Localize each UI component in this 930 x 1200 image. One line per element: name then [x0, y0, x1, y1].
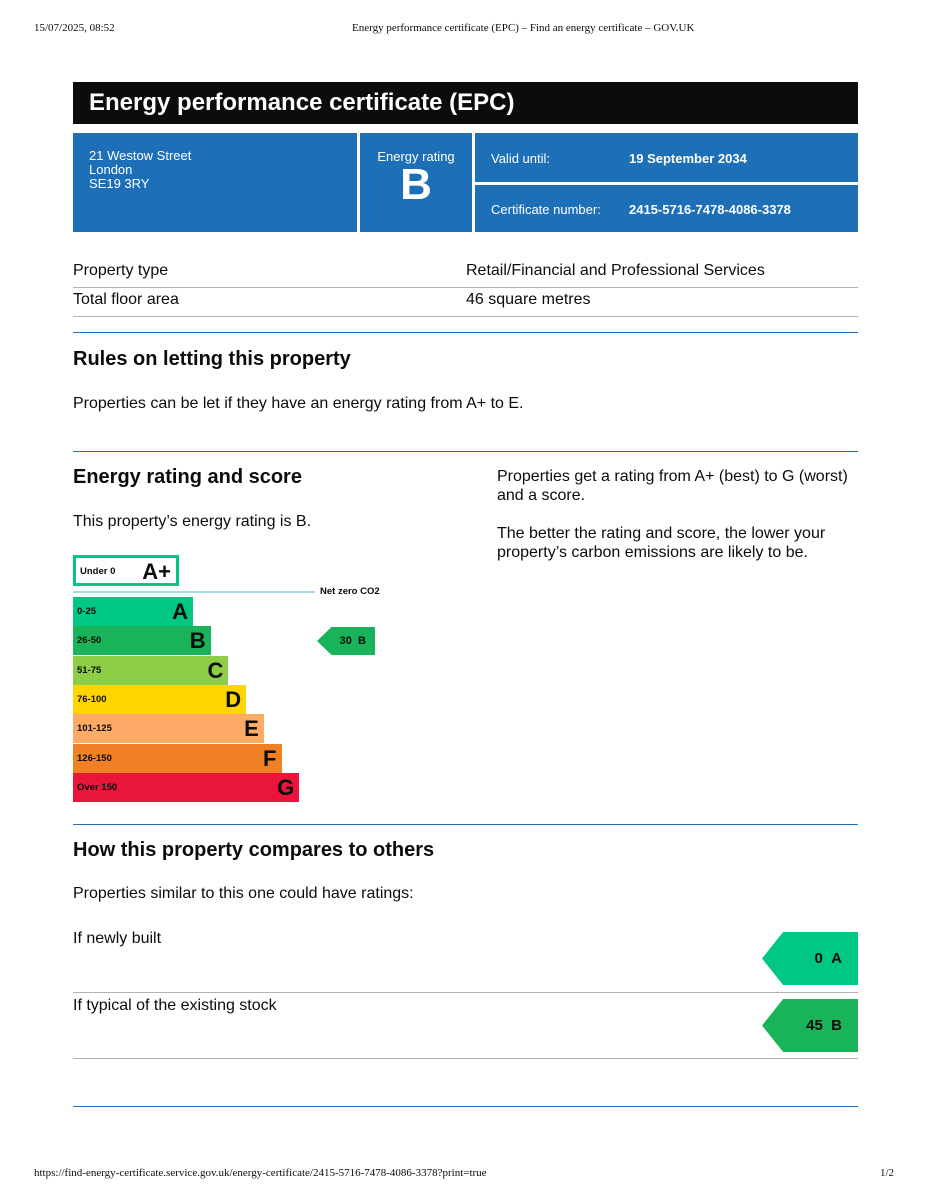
rules-text: Properties can be let if they have an en…: [73, 395, 524, 412]
score-info-1: Properties get a rating from A+ (best) t…: [497, 468, 848, 504]
score-text: This property’s energy rating is B.: [73, 513, 312, 530]
net-zero-line: [73, 591, 315, 593]
section-divider: [73, 332, 858, 333]
compare-letter: A: [831, 950, 842, 967]
band-d: 76-100 D: [73, 684, 247, 714]
print-page-title: Energy performance certificate (EPC) – F…: [352, 22, 695, 34]
band-letter: B: [189, 628, 206, 654]
band-g: Over 150 G: [73, 772, 300, 802]
compare-label: If typical of the existing stock: [73, 997, 277, 1014]
compare-row-typical: If typical of the existing stock 45 B: [73, 997, 858, 1059]
compare-arrow: 0 A: [762, 932, 858, 985]
certificate-number-label: Certificate number:: [491, 202, 601, 217]
band-range: 26-50: [77, 635, 102, 647]
current-rating-arrow: 30 B: [317, 627, 375, 655]
band-letter: A: [172, 599, 188, 624]
band-range: 0-25: [77, 606, 97, 617]
band-range: 101-125: [77, 723, 112, 735]
score-info-2: The better the rating and score, the low…: [497, 525, 826, 561]
band-range: Under 0: [80, 566, 116, 577]
band-a: 0-25 A: [73, 597, 193, 626]
property-type-row: Property type Retail/Financial and Profe…: [73, 262, 858, 288]
address-line-2: London: [89, 162, 133, 177]
band-b: 26-50 B: [73, 626, 211, 656]
address-line-1: 21 Westow Street: [89, 148, 192, 163]
band-range: 126-150: [77, 752, 112, 764]
band-c: 51-75 C: [73, 655, 229, 685]
compare-letter: B: [831, 1017, 842, 1034]
energy-rating-label: Energy rating: [377, 149, 455, 164]
certificate-number-value: 2415-5716-7478-4086-3378: [629, 202, 791, 217]
compare-label: If newly built: [73, 930, 162, 947]
floor-area-label: Total floor area: [73, 291, 179, 308]
compare-arrow: 45 B: [762, 999, 858, 1052]
property-type-label: Property type: [73, 262, 169, 279]
compare-score: 0: [814, 950, 823, 967]
rules-heading: Rules on letting this property: [73, 348, 351, 370]
floor-area-row: Total floor area 46 square metres: [73, 291, 858, 317]
net-zero-label: Net zero CO2: [320, 586, 380, 597]
section-divider: [73, 824, 858, 825]
current-letter: B: [358, 635, 366, 647]
band-letter: F: [263, 745, 277, 771]
section-divider: [73, 1106, 858, 1107]
floor-area-value: 46 square metres: [466, 291, 591, 308]
compare-score: 45: [806, 1017, 823, 1034]
valid-until-label: Valid until:: [491, 151, 551, 166]
band-letter: C: [207, 657, 224, 683]
band-letter: A+: [142, 559, 171, 584]
band-letter: E: [244, 716, 259, 742]
compare-heading: How this property compares to others: [73, 839, 435, 861]
score-heading: Energy rating and score: [73, 466, 302, 488]
band-a-plus: Under 0 A+: [73, 555, 179, 586]
energy-rating-box: Energy rating B: [360, 133, 472, 232]
property-type-value: Retail/Financial and Professional Servic…: [466, 262, 765, 279]
band-range: 51-75: [77, 664, 102, 676]
print-datetime: 15/07/2025, 08:52: [34, 22, 115, 34]
valid-until-row: Valid until: 19 September 2034: [475, 133, 858, 182]
band-f: 126-150 F: [73, 743, 282, 773]
section-divider: [73, 451, 858, 452]
band-letter: D: [225, 686, 242, 712]
valid-until-value: 19 September 2034: [629, 151, 747, 166]
band-e: 101-125 E: [73, 714, 264, 744]
compare-row-new: If newly built 0 A: [73, 930, 858, 993]
certificate-number-row: Certificate number: 2415-5716-7478-4086-…: [475, 185, 858, 232]
band-range: 76-100: [77, 693, 107, 705]
band-letter: G: [277, 774, 295, 800]
print-url: https://find-energy-certificate.service.…: [34, 1167, 487, 1179]
print-page-number: 1/2: [880, 1167, 895, 1179]
address-box: 21 Westow Street London SE19 3RY: [73, 133, 357, 232]
compare-text: Properties similar to this one could hav…: [73, 885, 414, 902]
band-range: Over 150: [77, 781, 118, 793]
address-line-3: SE19 3RY: [89, 176, 150, 191]
energy-rating-letter: B: [400, 160, 432, 209]
page-title: Energy performance certificate (EPC): [73, 82, 858, 124]
current-score: 30: [339, 635, 352, 647]
